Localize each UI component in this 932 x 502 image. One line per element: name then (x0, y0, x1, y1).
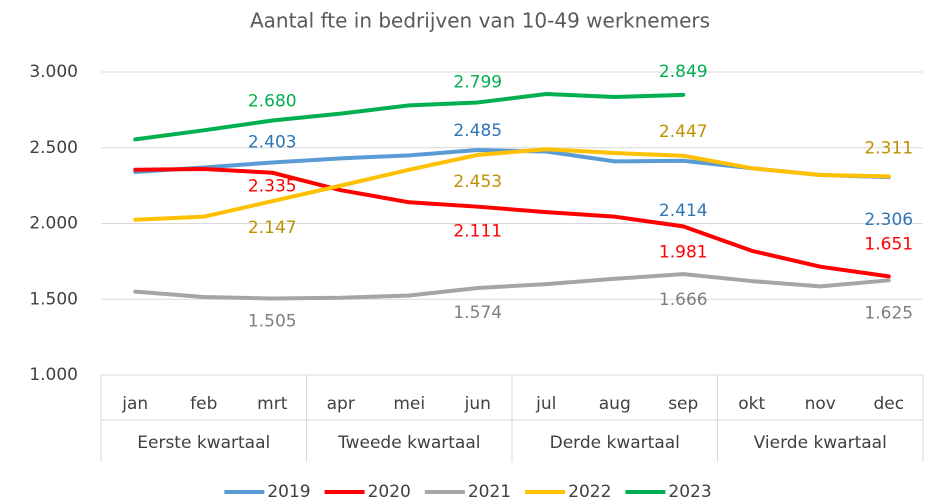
data-label: 2.799 (453, 72, 502, 92)
data-label: 1.651 (864, 234, 913, 254)
data-label: 2.485 (453, 121, 502, 141)
data-label: 1.666 (659, 290, 708, 310)
x-tick-label: jul (535, 394, 556, 414)
y-tick-label: 3.000 (29, 62, 78, 82)
data-label: 2.849 (659, 62, 708, 82)
group-label: Vierde kwartaal (754, 433, 887, 453)
x-tick-label: apr (327, 394, 355, 414)
x-tick-label: dec (873, 394, 904, 414)
x-tick-label: jun (464, 394, 491, 414)
chart-title: Aantal fte in bedrijven van 10-49 werkne… (250, 9, 710, 33)
data-label: 1.574 (453, 303, 502, 323)
y-tick-label: 2.000 (29, 214, 78, 234)
data-label: 1.981 (659, 242, 708, 262)
y-tick-label: 1.500 (29, 289, 78, 309)
y-tick-label: 1.000 (29, 365, 78, 385)
y-tick-label: 2.500 (29, 138, 78, 158)
data-label: 2.414 (659, 201, 708, 221)
data-label: 2.403 (248, 132, 297, 152)
series-line (133, 166, 891, 279)
x-tick-label: mei (393, 394, 425, 414)
data-label: 2.111 (453, 222, 502, 242)
x-tick-label: jan (121, 394, 148, 414)
group-label: Tweede kwartaal (337, 433, 480, 453)
series-line (133, 91, 686, 142)
series-line (133, 272, 891, 301)
x-tick-label: sep (668, 394, 698, 414)
data-label: 1.505 (248, 311, 297, 331)
x-tick-label: nov (805, 394, 836, 414)
x-tick-label: aug (599, 394, 631, 414)
legend-label: 2019 (267, 482, 310, 502)
data-label: 2.311 (864, 138, 913, 158)
legend-label: 2023 (668, 482, 711, 502)
group-label: Eerste kwartaal (137, 433, 270, 453)
data-label: 2.447 (659, 122, 708, 142)
group-label: Derde kwartaal (550, 433, 680, 453)
x-tick-label: feb (190, 394, 217, 414)
data-label: 2.680 (248, 91, 297, 111)
data-label: 2.306 (864, 210, 913, 230)
data-label: 2.147 (248, 218, 297, 238)
series-line (133, 147, 891, 222)
data-label: 1.625 (864, 303, 913, 323)
data-label: 2.335 (248, 177, 297, 197)
x-tick-label: okt (738, 394, 765, 414)
legend-label: 2020 (368, 482, 411, 502)
data-label: 2.453 (453, 172, 502, 192)
x-tick-label: mrt (257, 394, 288, 414)
legend-label: 2022 (568, 482, 611, 502)
legend-label: 2021 (468, 482, 511, 502)
